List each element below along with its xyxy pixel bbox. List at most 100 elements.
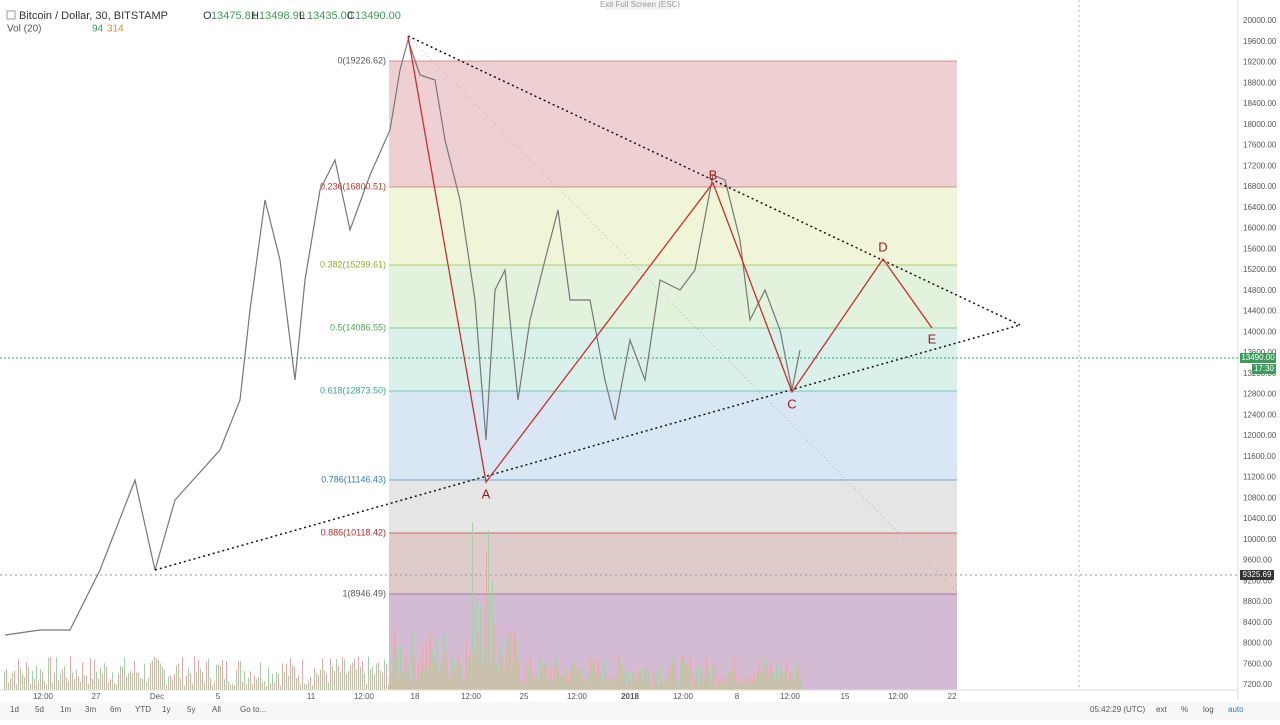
exit-fullscreen[interactable]: Exit Full Screen (ESC) [600, 0, 680, 9]
volume-bar [218, 665, 219, 690]
vol-value: 314 [107, 24, 124, 35]
volume-bar [80, 681, 81, 690]
volume-bar [394, 629, 395, 690]
volume-bar [138, 672, 139, 690]
scale-option[interactable]: log [1203, 705, 1214, 714]
volume-bar [236, 669, 237, 690]
volume-bar [790, 671, 791, 690]
volume-bar [48, 657, 49, 690]
volume-bar [412, 630, 413, 690]
volume-bar [566, 668, 567, 690]
scale-option[interactable]: auto [1228, 705, 1244, 714]
price-tick-label: 7600.00 [1243, 659, 1272, 668]
price-tick-label: 9600.00 [1243, 556, 1272, 565]
volume-bar [18, 659, 19, 690]
volume-bar [704, 677, 705, 690]
volume-bar [414, 655, 415, 690]
volume-bar [620, 661, 621, 690]
volume-bar [498, 670, 499, 690]
volume-bar [676, 680, 677, 690]
volume-bar [494, 623, 495, 690]
price-tick-label: 14800.00 [1243, 286, 1277, 295]
range-button[interactable]: 5y [187, 705, 195, 714]
price-tick-label: 7200.00 [1243, 680, 1272, 689]
price-tick-label: 15600.00 [1243, 244, 1277, 253]
volume-bar [490, 663, 491, 690]
collapse-icon[interactable] [6, 10, 16, 20]
volume-bar [778, 678, 779, 690]
volume-bar [52, 682, 53, 690]
volume-bar [388, 684, 389, 690]
price-tick-label: 11600.00 [1243, 452, 1276, 461]
last-price-tag [1240, 353, 1276, 363]
volume-bar [122, 666, 123, 690]
fib-label: 0.382(15299.61) [320, 259, 386, 269]
volume-bar [638, 670, 639, 690]
fib-zone [389, 187, 957, 265]
volume-bar [98, 678, 99, 690]
volume-bar [632, 671, 633, 690]
volume-bar [156, 658, 157, 690]
volume-bar [674, 659, 675, 690]
volume-bar [656, 672, 657, 690]
volume-bar [734, 657, 735, 690]
volume-bar [112, 672, 113, 690]
volume-bar [166, 685, 167, 690]
volume-bar [352, 662, 353, 690]
scale-option[interactable]: % [1181, 705, 1188, 714]
ohlc-label: L [299, 10, 305, 22]
volume-bar [82, 662, 83, 690]
range-button[interactable]: 5d [35, 705, 44, 714]
volume-bar [60, 673, 61, 690]
volume-bar [132, 672, 133, 690]
volume-bar [274, 682, 275, 690]
volume-bar [390, 674, 391, 690]
volume-bar [430, 633, 431, 690]
price-tick-label: 19600.00 [1243, 37, 1277, 46]
volume-bar [722, 676, 723, 690]
time-tick-label: 2018 [621, 692, 639, 701]
volume-bar [678, 685, 679, 690]
goto-button[interactable]: Go to... [240, 705, 266, 714]
volume-bar [688, 668, 689, 690]
volume-bar [114, 683, 115, 690]
volume-bar [466, 642, 467, 690]
range-button[interactable]: YTD [135, 705, 151, 714]
volume-bar [562, 675, 563, 690]
volume-bar [588, 674, 589, 690]
volume-bar [770, 663, 771, 690]
volume-bar [560, 675, 561, 690]
volume-bar [796, 662, 797, 690]
price-tick-label: 8400.00 [1243, 618, 1272, 627]
volume-bar [246, 684, 247, 690]
volume-bar [386, 664, 387, 690]
range-button[interactable]: All [212, 705, 221, 714]
volume-bar [792, 673, 793, 690]
volume-bar [738, 675, 739, 690]
range-button[interactable]: 3m [85, 705, 96, 714]
volume-bar [196, 672, 197, 690]
volume-bar [320, 669, 321, 690]
scale-option[interactable]: ext [1156, 705, 1167, 714]
volume-bar [626, 684, 627, 690]
volume-bar [510, 631, 511, 690]
range-button[interactable]: 1m [60, 705, 71, 714]
range-button[interactable]: 6m [110, 705, 121, 714]
volume-bar [584, 683, 585, 690]
wave-label: D [878, 239, 887, 254]
exit-button[interactable] [605, 0, 675, 10]
range-button[interactable]: 1y [162, 705, 170, 714]
volume-bar [76, 669, 77, 690]
volume-bar [148, 677, 149, 690]
volume-bar [118, 673, 119, 690]
volume-bar [270, 683, 271, 690]
volume-bar [424, 670, 425, 690]
volume-bar [538, 681, 539, 690]
volume-bar [264, 681, 265, 690]
volume-bar [248, 677, 249, 690]
range-button[interactable]: 1d [10, 705, 19, 714]
volume-bar [454, 669, 455, 690]
volume-bar [210, 678, 211, 690]
volume-bar [356, 669, 357, 690]
volume-bar [648, 671, 649, 690]
